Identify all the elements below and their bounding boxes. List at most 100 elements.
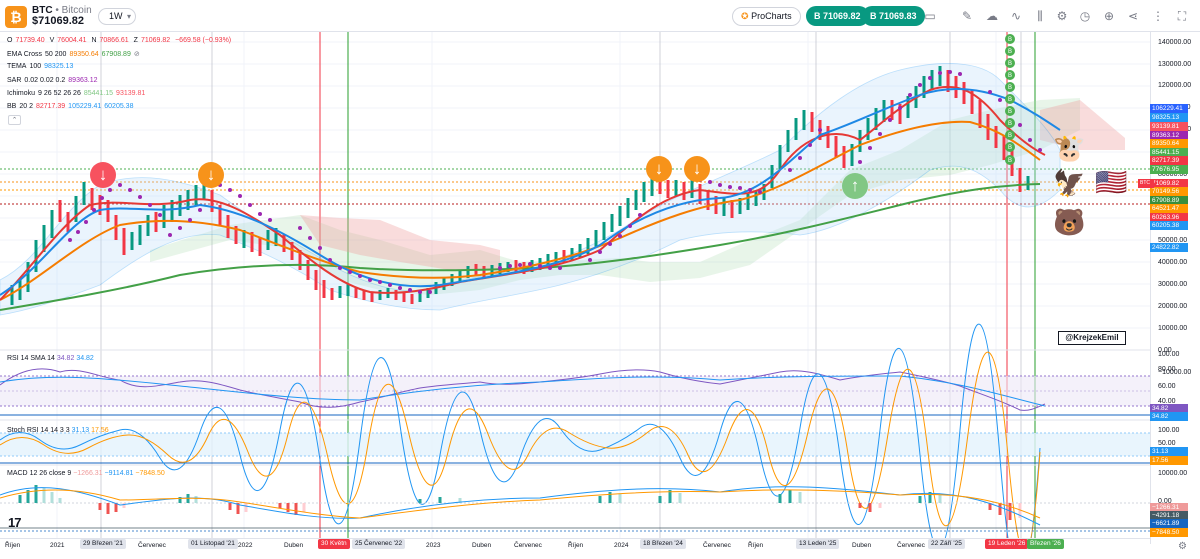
tradingview-logo[interactable]: 17 <box>8 515 22 530</box>
time-tick: 2024 <box>614 542 629 549</box>
indicator-value-label: 31.13 <box>1150 447 1188 456</box>
ind-params: 0.02 0.02 0.2 <box>24 77 66 84</box>
time-marker: 30 Květn <box>318 539 350 549</box>
trend-line-icon[interactable]: ∿ <box>1010 9 1022 23</box>
sar-legend[interactable]: SAR 0.02 0.02 0.2 89363.12 <box>7 77 100 84</box>
time-marker: 25 Červenec '22 <box>352 539 406 549</box>
ind-value: 82717.39 <box>35 103 66 110</box>
ind-value: −7848.50 <box>135 470 165 477</box>
bull-cow-icon: 🐮 <box>1053 133 1086 163</box>
price-tick: 30000.00 <box>1158 281 1188 288</box>
time-marker: 01 Listopad '21 <box>188 539 238 549</box>
indicator-value-label: −4291.18 <box>1150 511 1188 520</box>
ohlc-label: Z <box>133 37 138 44</box>
symbol-name[interactable]: BTC • Bitcoin <box>32 5 92 16</box>
time-tick: Duben <box>472 542 492 549</box>
star-icon: ✪ <box>741 11 749 21</box>
more-icon[interactable]: ⋮ <box>1152 9 1164 23</box>
ind-value: 85441.15 <box>83 90 114 97</box>
scale-settings-icon[interactable]: ⚙ <box>1178 541 1187 552</box>
time-axis[interactable] <box>0 538 1150 559</box>
ind-params: 20 2 <box>19 103 33 110</box>
time-tick: 2023 <box>426 542 441 549</box>
fullscreen-icon[interactable]: ⛶ <box>1177 9 1187 23</box>
ind-value: 89350.64 <box>69 51 99 58</box>
price-level-label: 64521.47 <box>1150 204 1188 213</box>
ind-value: 98325.13 <box>44 63 74 70</box>
ind-name: SAR <box>7 77 22 84</box>
price-tick: 80000.00 <box>1158 171 1188 178</box>
arrow-down-icon: ↓ <box>198 162 224 188</box>
arrow-up-icon: ↑ <box>842 173 868 199</box>
symbol-description: Bitcoin <box>61 5 92 16</box>
cloud-icon[interactable]: ☁ <box>986 9 998 23</box>
price-tick: 130000.00 <box>1158 61 1192 68</box>
ind-value: 31.13 <box>71 427 90 434</box>
alert-clock-icon[interactable]: ◷ <box>1079 9 1091 23</box>
price-level-label: 93139.81 <box>1150 122 1188 131</box>
ema-legend[interactable]: EMA Cross 50 200 89350.64 67908.89 ⊘ <box>7 50 143 58</box>
svg-text:B: B <box>1008 85 1012 91</box>
time-marker: Březen '26 <box>1027 539 1064 549</box>
symbol-ticker: BTC <box>32 5 53 16</box>
add-icon[interactable]: ⊕ <box>1103 9 1115 23</box>
bitcoin-logo-icon: ₿ <box>5 6 27 28</box>
ind-name: Stoch RSI <box>7 427 39 434</box>
ind-value: −9114.81 <box>104 470 134 477</box>
candles-icon[interactable]: ⫼ <box>1037 9 1043 23</box>
svg-text:B: B <box>1008 109 1012 115</box>
ind-params: 9 26 52 26 26 <box>38 90 81 97</box>
btc-tag: BTC <box>1138 179 1154 188</box>
price-level-label: 60263.96 <box>1150 213 1188 222</box>
svg-text:B: B <box>1008 145 1012 151</box>
price-level-label: 98325.13 <box>1150 113 1188 122</box>
ind-value: 93139.81 <box>116 90 146 97</box>
ind-params: 14 14 3 3 <box>40 427 70 434</box>
ind-value: 34.82 <box>56 355 75 362</box>
settings-gear-icon[interactable]: ⚙ <box>1056 9 1068 23</box>
indicator-tick: 80.00 <box>1158 366 1176 373</box>
arrow-down-icon: ↓ <box>90 162 116 188</box>
price-level-label: 24822.82 <box>1150 243 1188 252</box>
interval-select[interactable]: 1W ▾ <box>98 8 136 25</box>
ind-params: 100 <box>29 63 42 70</box>
price-level-label: 82717.39 <box>1150 156 1188 165</box>
time-tick: Červenec <box>703 542 731 549</box>
ind-name: BB <box>7 103 17 110</box>
collapse-legend-button[interactable]: ⌃ <box>8 115 21 125</box>
ind-name: EMA Cross <box>7 51 43 58</box>
pencil-icon[interactable]: ✎ <box>961 9 973 23</box>
price-tick: 10000.00 <box>1158 325 1188 332</box>
ohlc-value: 71069.82 <box>140 37 171 44</box>
share-icon[interactable]: ⋖ <box>1127 9 1139 23</box>
time-tick: Červenec <box>514 542 542 549</box>
price-tick: 20000.00 <box>1158 303 1188 310</box>
bb-legend[interactable]: BB 20 2 82717.39 105229.41 60205.38 <box>7 103 136 110</box>
price-level-label: 85441.15 <box>1150 148 1188 157</box>
interval-value: 1W <box>109 11 123 21</box>
tema-legend[interactable]: TEMA 100 98325.13 <box>7 63 76 70</box>
buy-button[interactable]: B 71069.83 <box>862 6 925 26</box>
ind-value: 67908.89 <box>101 51 131 58</box>
time-marker: 13 Leden '25 <box>796 539 840 549</box>
macd-legend[interactable]: MACD 12 26 close 9 −1266.31 −9114.81 −78… <box>7 470 165 477</box>
price-level-label: 67908.89 <box>1150 196 1188 205</box>
hide-icon[interactable]: ⊘ <box>133 51 140 58</box>
symbol-separator: • <box>55 5 59 16</box>
time-tick: 2021 <box>50 542 65 549</box>
rsi-legend[interactable]: RSI 14 SMA 14 34.82 34.82 <box>7 355 94 362</box>
usa-flag-icon: 🇺🇸 <box>1095 167 1128 197</box>
indicator-value-label: −7848.50 <box>1150 528 1188 537</box>
chart-type-icon[interactable]: ▭ <box>924 9 936 23</box>
stoch-rsi-legend[interactable]: Stoch RSI 14 14 3 3 31.13 17.56 <box>7 427 109 434</box>
ind-value: −1266.31 <box>73 470 103 477</box>
price-level-label: 71069.82 <box>1150 179 1188 188</box>
bear-icon: 🐻 <box>1053 207 1086 237</box>
ichimoku-legend[interactable]: Ichimoku 9 26 52 26 26 85441.15 93139.81 <box>7 90 148 97</box>
ohlc-legend: O 71739.40 V 76004.41 N 70866.61 Z 71069.82 … <box>7 37 234 44</box>
ind-value: 17.56 <box>91 427 109 434</box>
sell-button[interactable]: B 71069.82 <box>806 6 869 26</box>
procharts-button[interactable]: ✪ ProCharts <box>732 7 801 26</box>
svg-text:B: B <box>1008 61 1012 67</box>
